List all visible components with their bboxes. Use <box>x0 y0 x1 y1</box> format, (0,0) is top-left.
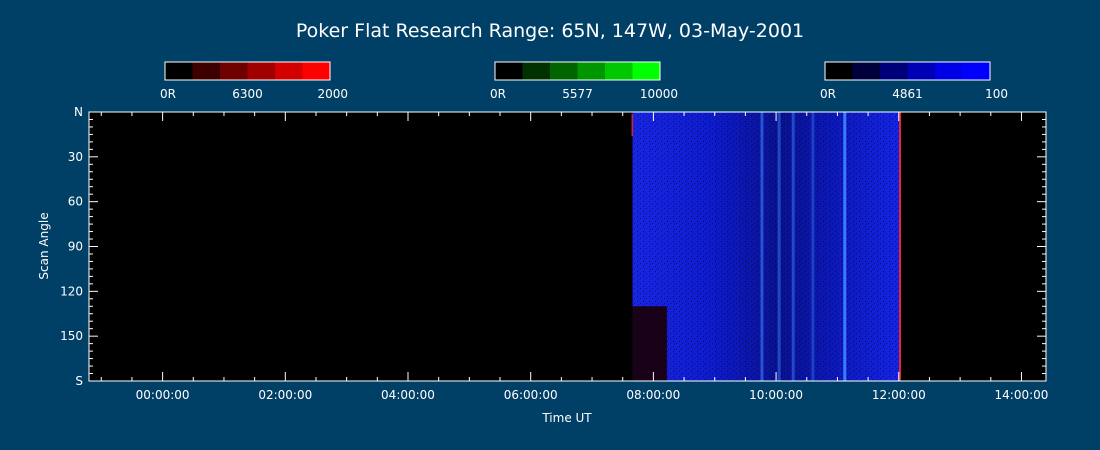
colorbar-max-label: 10000 <box>640 87 678 101</box>
colorbar-swatch <box>302 62 331 80</box>
x-tick-label: 14:00:00 <box>995 388 1049 402</box>
x-tick-label: 06:00:00 <box>504 388 558 402</box>
colorbar-frame <box>494 61 661 81</box>
chart-title: Poker Flat Research Range: 65N, 147W, 03… <box>296 20 804 42</box>
x-tick-label: 00:00:00 <box>136 388 190 402</box>
colorbar-frame <box>164 61 331 81</box>
colorbar-channel-label: 5577 <box>562 87 593 101</box>
y-tick-label: 30 <box>68 150 83 164</box>
colorbar-min-label: 0R <box>160 87 176 101</box>
colorbar-swatch <box>577 62 606 80</box>
x-tick-label: 12:00:00 <box>872 388 926 402</box>
colorbar-swatch <box>247 62 276 80</box>
y-tick-label: 60 <box>68 195 83 209</box>
emission-streak-4861 <box>811 112 815 381</box>
data-window-start-edge <box>631 114 634 136</box>
colorbar-swatch <box>522 62 551 80</box>
colorbar-swatch <box>192 62 221 80</box>
colorbar-legend: 0R 6300 2000 0R 5577 10000 0R 4861 100 <box>160 61 1008 101</box>
colorbar-swatch <box>880 62 908 80</box>
colorbar-5577: 0R 5577 10000 <box>490 61 678 101</box>
emission-layer <box>631 112 901 381</box>
y-tick-label: 90 <box>68 240 83 254</box>
emission-streak-4861 <box>843 112 847 381</box>
y-tick-label: S <box>75 374 83 388</box>
colorbar-max-label: 100 <box>985 87 1008 101</box>
colorbar-min-label: 0R <box>490 87 506 101</box>
colorbar-channel-label: 4861 <box>892 87 923 101</box>
plot-background <box>89 112 1046 381</box>
emission-edge-6300 <box>898 112 901 381</box>
emission-patch-6300 <box>632 306 667 381</box>
y-tick-label: 120 <box>60 284 83 298</box>
colorbar-swatch <box>550 62 578 80</box>
x-tick-label: 02:00:00 <box>258 388 312 402</box>
colorbar-swatch <box>165 62 193 80</box>
emission-streak-4861 <box>777 112 781 381</box>
colorbar-min-label: 0R <box>820 87 836 101</box>
colorbar-swatch <box>907 62 936 80</box>
y-tick-label: 150 <box>60 329 83 343</box>
x-tick-label: 08:00:00 <box>626 388 680 402</box>
emission-streak-4861 <box>760 112 764 381</box>
colorbar-4861: 0R 4861 100 <box>820 61 1008 101</box>
x-tick-label: 04:00:00 <box>381 388 435 402</box>
colorbar-swatch <box>962 62 991 80</box>
colorbar-frame <box>824 61 991 81</box>
colorbar-swatch <box>852 62 881 80</box>
colorbar-swatch <box>632 62 661 80</box>
x-axis: 00:00:00 02:00:00 04:00:00 06:00:00 08:00:00… <box>100 112 1049 402</box>
colorbar-max-label: 2000 <box>317 87 348 101</box>
colorbar-6300: 0R 6300 2000 <box>160 61 348 101</box>
colorbar-swatch <box>935 62 963 80</box>
emission-band-texture <box>632 112 900 381</box>
x-axis-label: Time UT <box>541 411 592 425</box>
plot-area: 00:00:00 02:00:00 04:00:00 06:00:00 08:00:00… <box>60 105 1048 402</box>
x-tick-label: 10:00:00 <box>749 388 803 402</box>
colorbar-swatch <box>825 62 853 80</box>
colorbar-swatch <box>495 62 523 80</box>
colorbar-swatch <box>605 62 633 80</box>
colorbar-swatch <box>275 62 303 80</box>
colorbar-swatch <box>220 62 248 80</box>
y-axis: N 30 60 90 120 150 S <box>60 105 1046 388</box>
emission-streak-4861 <box>791 112 795 381</box>
y-axis-label: Scan Angle <box>37 212 51 279</box>
colorbar-channel-label: 6300 <box>232 87 263 101</box>
y-tick-label: N <box>74 105 83 119</box>
